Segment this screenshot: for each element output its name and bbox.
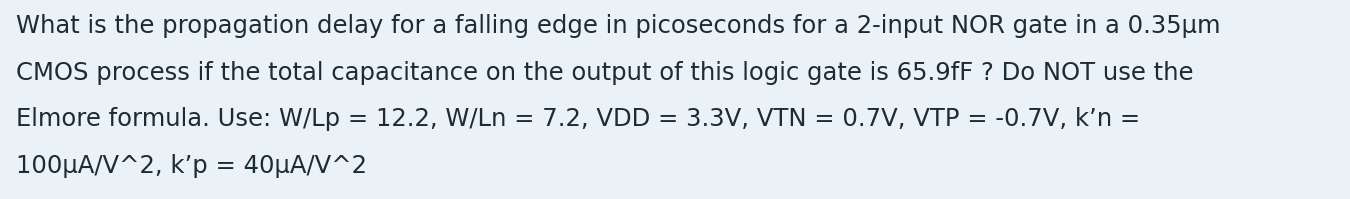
- Text: What is the propagation delay for a falling edge in picoseconds for a 2-input NO: What is the propagation delay for a fall…: [16, 14, 1220, 38]
- Text: CMOS process if the total capacitance on the output of this logic gate is 65.9fF: CMOS process if the total capacitance on…: [16, 61, 1193, 85]
- Text: 100μA/V^2, k’p = 40μA/V^2: 100μA/V^2, k’p = 40μA/V^2: [16, 154, 367, 178]
- Text: Elmore formula. Use: W/Lp = 12.2, W/Ln = 7.2, VDD = 3.3V, VTN = 0.7V, VTP = -0.7: Elmore formula. Use: W/Lp = 12.2, W/Ln =…: [16, 107, 1141, 132]
